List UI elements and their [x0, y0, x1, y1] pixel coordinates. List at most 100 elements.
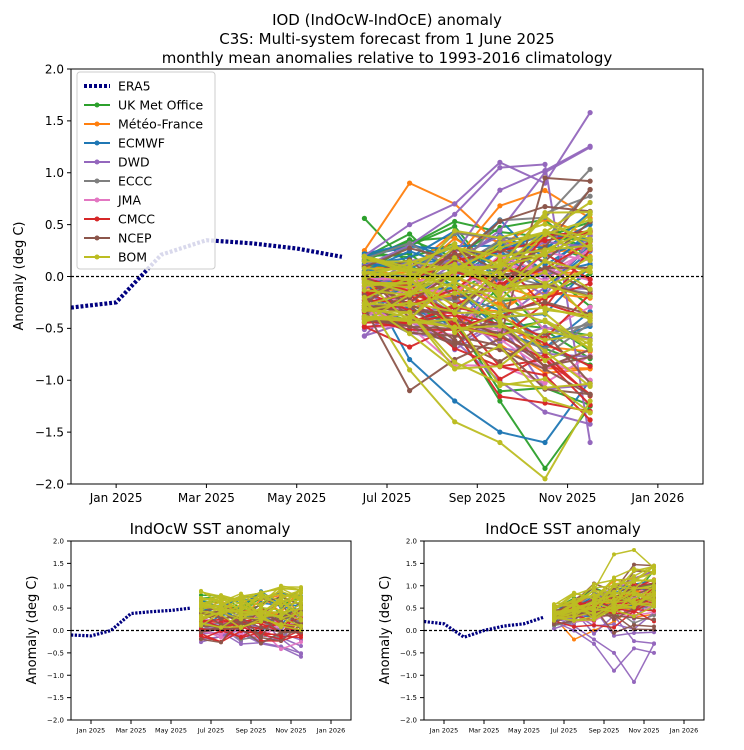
legend: ERA5 UK Met Office Météo-France ECMWF DWD ECC…: [76, 71, 216, 270]
legend-label: DWD: [118, 155, 150, 170]
main-title-line-2: C3S: Multi-system forecast from 1 June 2…: [219, 30, 554, 48]
y-tick-label: 1.0: [406, 582, 417, 590]
member-point: [361, 258, 367, 265]
main-title-line-1: IOD (IndOcW-IndOcE) anomaly: [272, 11, 502, 29]
member-point: [572, 637, 576, 642]
member-point: [632, 577, 636, 582]
y-tick-label: 0.0: [53, 627, 64, 635]
member-point: [542, 187, 548, 194]
member-point: [497, 380, 503, 386]
member-point: [592, 631, 596, 636]
member-point: [587, 230, 593, 236]
member-point: [407, 267, 413, 273]
west-title: IndOcW SST anomaly: [130, 520, 291, 538]
member-point: [632, 623, 636, 628]
member-point: [361, 294, 367, 300]
member-point: [452, 324, 458, 330]
member-point: [299, 588, 303, 593]
member-line: [364, 259, 591, 301]
member-point: [239, 598, 243, 603]
member-point: [542, 161, 548, 167]
legend-marker: [94, 159, 100, 165]
member-point: [199, 588, 203, 593]
member-point: [542, 210, 548, 216]
member-point: [587, 236, 593, 242]
member-point: [652, 608, 656, 613]
member-line: [364, 228, 591, 285]
member-point: [542, 238, 548, 244]
member-point: [542, 465, 548, 471]
member-point: [452, 211, 458, 217]
member-point: [587, 421, 593, 427]
legend-label: ERA5: [118, 79, 151, 94]
x-tick-label: Nov 2025: [539, 491, 597, 505]
member-point: [497, 319, 503, 325]
west-chart: IndOcW SST anomaly −2.0 −1.5 −1.0 −0.5 0.0 0.…: [25, 520, 352, 735]
member-point: [452, 295, 458, 301]
member-point: [592, 588, 596, 593]
member-point: [542, 376, 548, 382]
member-point: [552, 602, 556, 607]
member-point: [592, 582, 596, 587]
member-point: [552, 615, 556, 620]
member-point: [407, 258, 413, 264]
member-point: [219, 610, 223, 615]
member-line: [363, 176, 591, 393]
member-point: [361, 254, 367, 260]
member-point: [497, 388, 503, 394]
legend-marker: [94, 216, 100, 222]
member-point: [587, 281, 593, 287]
y-tick-label: −2.0: [35, 477, 64, 491]
member-point: [497, 270, 503, 276]
member-point: [239, 601, 243, 606]
y-tick-label: −1.0: [400, 672, 417, 680]
member-point: [587, 257, 593, 264]
member-line: [200, 586, 302, 620]
member-point: [542, 348, 548, 354]
member-point: [219, 625, 223, 630]
member-point: [497, 235, 503, 241]
member-point: [652, 613, 656, 618]
member-point: [612, 583, 616, 588]
member-point: [587, 342, 593, 348]
member-point: [542, 328, 548, 334]
legend-marker: [94, 178, 100, 184]
y-tick-label: −0.5: [35, 322, 64, 336]
member-point: [452, 419, 458, 425]
member-point: [572, 591, 576, 596]
member-point: [542, 317, 548, 323]
member-point: [652, 600, 656, 605]
legend-label: ECCC: [118, 174, 152, 189]
member-point: [652, 579, 656, 584]
member-line: [553, 616, 655, 684]
member-point: [407, 356, 413, 363]
member-point: [361, 324, 367, 330]
member-point: [497, 240, 503, 246]
member-point: [632, 574, 636, 579]
x-tick-label: May 2025: [155, 727, 187, 735]
legend-entry: UK Met Office: [84, 98, 203, 113]
legend-marker: [94, 102, 100, 108]
legend-label: Météo-France: [118, 117, 203, 132]
member-point: [219, 635, 223, 640]
member-point: [652, 591, 656, 596]
member-point: [592, 600, 596, 605]
member-point: [452, 235, 458, 241]
member-point: [542, 221, 548, 227]
x-tick-label: Mar 2025: [178, 491, 235, 505]
member-line: [553, 620, 655, 672]
member-point: [239, 609, 243, 614]
member-point: [542, 284, 548, 290]
east-title: IndOcE SST anomaly: [485, 520, 641, 538]
member-point: [219, 622, 223, 627]
member-point: [652, 594, 656, 599]
x-tick-label: Jan 2026: [669, 727, 699, 735]
member-point: [542, 258, 548, 264]
member-point: [587, 246, 593, 252]
member-point: [239, 634, 243, 639]
main-plot-area: −2.0 −1.5 −1.0 −0.5 0.0 0.5 1.0 1.5 2.0 Jan 2025 M…: [35, 62, 704, 505]
y-tick-label: −1.5: [47, 694, 64, 702]
member-point: [497, 398, 503, 404]
member-point: [632, 592, 636, 597]
